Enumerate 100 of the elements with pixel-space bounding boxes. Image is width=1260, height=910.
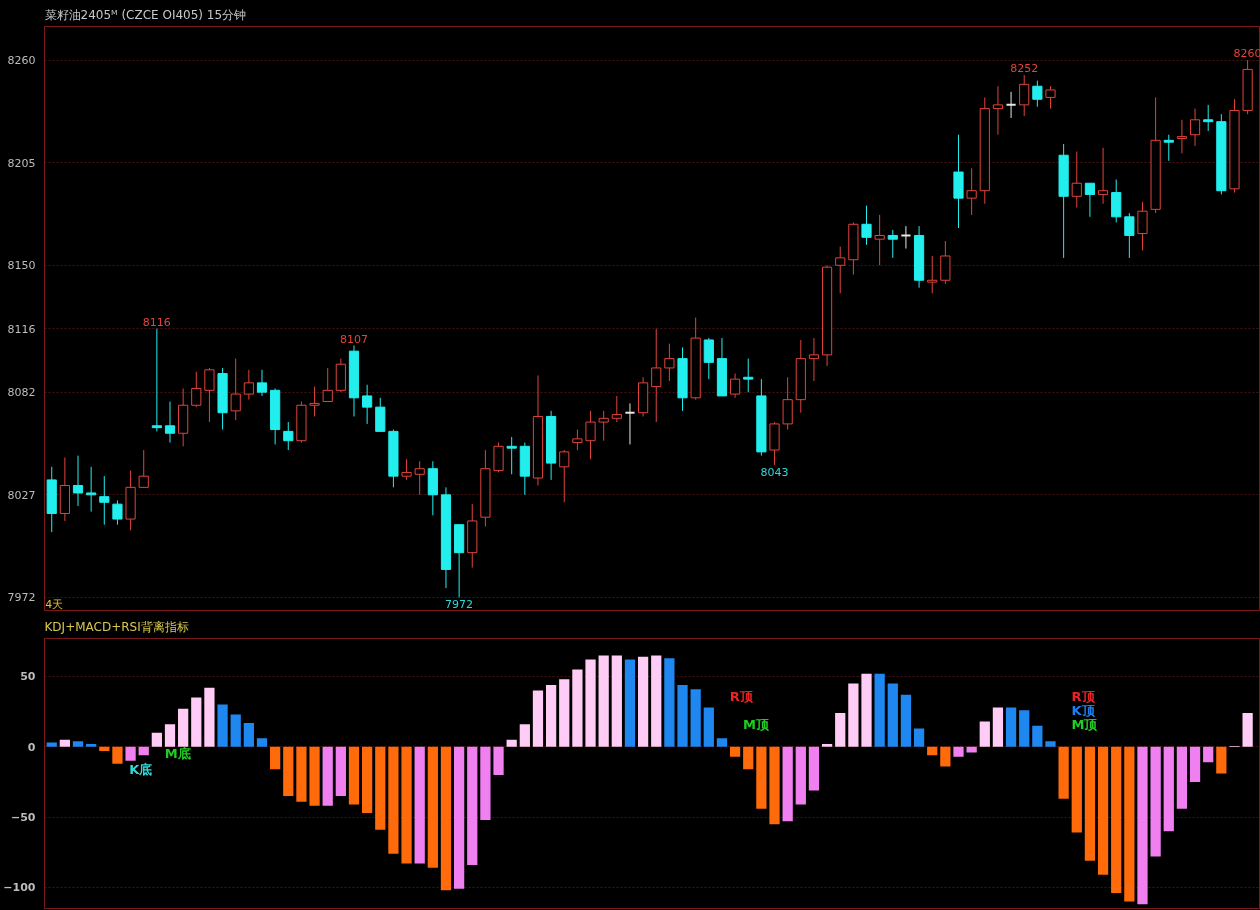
bar <box>953 746 964 757</box>
bar <box>1150 746 1161 857</box>
bar <box>1176 746 1188 809</box>
bar <box>480 746 491 820</box>
bar <box>1137 746 1148 905</box>
y-tick-label: 8260 <box>7 54 36 68</box>
bar <box>729 746 741 757</box>
candlestick <box>730 373 741 399</box>
candlestick <box>887 229 898 259</box>
bar <box>874 673 885 747</box>
bar <box>743 746 754 770</box>
bar <box>388 746 399 854</box>
bar <box>848 683 859 747</box>
annotation: M底 <box>164 746 191 762</box>
candlestick <box>1137 201 1148 251</box>
bar <box>1216 746 1227 774</box>
bar <box>86 743 97 747</box>
bar <box>835 713 846 747</box>
bar <box>769 746 780 825</box>
bar <box>1111 746 1122 894</box>
annotation: R顶 <box>1071 688 1096 704</box>
bar <box>782 746 793 822</box>
bar <box>414 746 425 864</box>
bar <box>322 746 333 806</box>
bar <box>821 743 833 747</box>
candlestick <box>1189 108 1201 147</box>
bar <box>703 707 714 747</box>
candlestick <box>598 410 609 442</box>
bar <box>900 694 912 747</box>
y-tick-label: −100 <box>3 881 36 895</box>
bar <box>427 746 438 868</box>
bar <box>1163 746 1174 832</box>
candlestick <box>1045 85 1056 110</box>
bar <box>138 746 149 756</box>
bar <box>611 655 622 747</box>
candlestick <box>322 367 333 403</box>
y-tick-label: 50 <box>20 670 36 684</box>
bar <box>125 746 136 761</box>
candlestick <box>703 337 714 380</box>
bar <box>256 738 268 747</box>
y-tick-label: 8150 <box>7 259 36 273</box>
y-tick-label: 7972 <box>7 591 36 605</box>
annotation: 4天 <box>45 597 64 611</box>
candlestick <box>611 395 622 423</box>
bar <box>467 746 478 865</box>
bar <box>217 704 228 747</box>
bar <box>598 655 609 747</box>
annotation: 8252 <box>1010 62 1039 76</box>
annotation: 7972 <box>445 598 474 612</box>
bar <box>1032 725 1043 747</box>
bar <box>927 746 938 756</box>
bar <box>1084 746 1096 861</box>
candlestick <box>624 402 636 445</box>
bar <box>335 746 346 796</box>
annotation: R顶 <box>729 688 754 704</box>
bar <box>1058 746 1069 799</box>
candlestick <box>808 337 820 382</box>
candlestick <box>572 429 583 451</box>
bar <box>270 746 281 770</box>
bar <box>992 707 1004 747</box>
candlestick <box>900 225 912 250</box>
candlestick <box>927 255 938 294</box>
bar <box>1045 741 1056 747</box>
annotation: M顶 <box>1071 716 1099 732</box>
candlestick <box>1071 151 1082 208</box>
bar <box>624 659 636 747</box>
candlestick <box>861 205 872 246</box>
chart-title: KDJ+MACD+RSI背离指标 <box>44 619 189 634</box>
bar <box>112 746 123 764</box>
annotation: K底 <box>129 761 153 777</box>
bar <box>1071 746 1082 833</box>
bar <box>440 746 452 891</box>
bar <box>1189 746 1201 782</box>
bar <box>230 714 241 747</box>
candlestick <box>362 384 373 425</box>
bar <box>795 746 806 805</box>
candlestick <box>1084 182 1096 218</box>
bar <box>979 721 990 747</box>
chart-title: 菜籽油2405ᴹ (CZCE OI405) 15分钟 <box>44 7 247 22</box>
candlestick <box>401 458 412 481</box>
annotation: K顶 <box>1071 702 1096 718</box>
y-tick-label: 8205 <box>7 156 36 170</box>
bar <box>940 746 951 767</box>
y-tick-label: −50 <box>10 811 36 825</box>
candlestick <box>112 499 123 526</box>
candlestick <box>651 328 662 423</box>
candlestick <box>1097 147 1109 205</box>
annotation: M顶 <box>742 716 770 732</box>
bar <box>1005 707 1017 747</box>
y-tick-label: 8082 <box>7 386 36 400</box>
candlestick <box>1005 91 1017 119</box>
candlestick <box>1124 212 1135 259</box>
annotation: 8107 <box>339 332 368 346</box>
candlestick <box>874 214 885 266</box>
candlestick <box>230 358 241 421</box>
bar <box>493 746 504 775</box>
bar <box>151 732 162 747</box>
bar <box>1019 710 1030 747</box>
y-tick-label: 0 <box>27 740 36 754</box>
bar <box>204 687 215 747</box>
